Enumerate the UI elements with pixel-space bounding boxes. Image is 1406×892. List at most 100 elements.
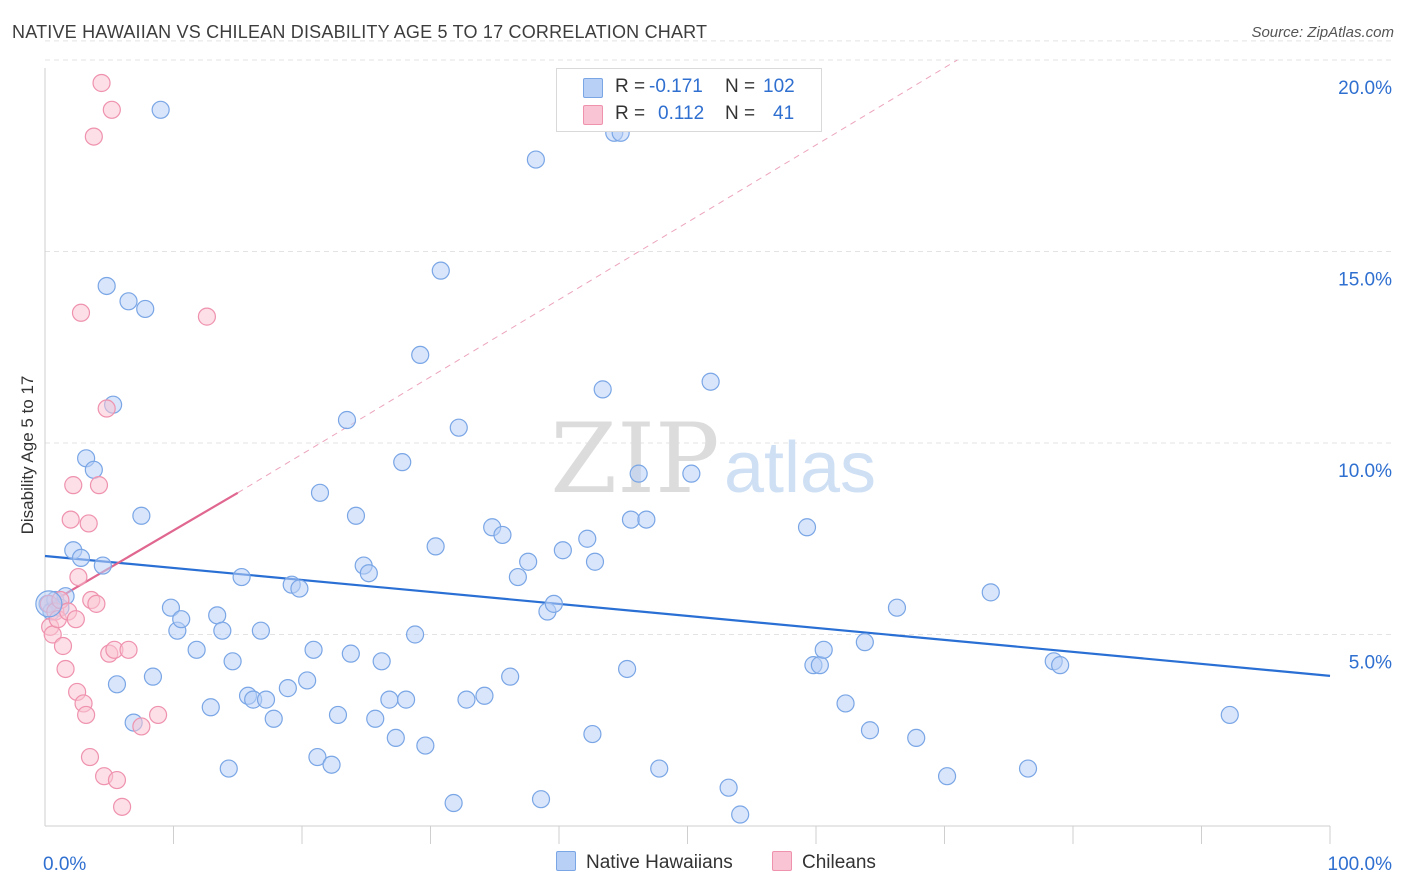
point-native-hawaiians: [219, 759, 238, 778]
point-native-hawaiians: [97, 276, 116, 296]
point-native-hawaiians: [431, 261, 450, 280]
point-chileans: [197, 307, 217, 326]
legend-swatch-blue: [583, 78, 603, 98]
point-native-hawaiians: [346, 506, 366, 525]
legend-row-chileans: R = 0.112 N = 41: [557, 100, 821, 128]
legend-swatch-blue: [556, 851, 576, 871]
point-native-hawaiians: [1051, 656, 1070, 675]
point-chileans: [148, 705, 168, 725]
point-native-hawaiians: [508, 567, 527, 587]
point-native-hawaiians: [701, 372, 720, 391]
point-native-hawaiians: [449, 418, 468, 437]
point-chileans: [56, 659, 75, 679]
point-native-hawaiians: [416, 736, 435, 755]
point-chileans: [79, 514, 98, 533]
point-native-hawaiians: [172, 610, 191, 629]
point-native-hawaiians: [855, 633, 874, 652]
point-chileans: [97, 399, 116, 418]
data-points: [35, 73, 1239, 824]
point-native-hawaiians: [621, 510, 641, 529]
trendline-chileans: [44, 491, 239, 607]
point-chileans: [71, 303, 91, 322]
point-chileans: [64, 476, 83, 495]
x-tick-label: 0.0%: [43, 854, 86, 875]
point-native-hawaiians: [290, 579, 309, 598]
point-chileans: [87, 594, 106, 613]
point-native-hawaiians: [1018, 759, 1038, 778]
point-native-hawaiians: [1220, 705, 1239, 725]
point-native-hawaiians: [372, 652, 391, 671]
legend-r-label: R =: [615, 103, 646, 124]
y-tick-label: 5.0%: [1349, 653, 1392, 674]
legend-n-label: N =: [725, 76, 756, 97]
point-native-hawaiians: [814, 640, 833, 659]
legend-label: Chileans: [802, 852, 876, 873]
y-tick-label: 15.0%: [1338, 270, 1392, 291]
correlation-legend: R = -0.171 N = 102 R = 0.112 N = 41: [556, 68, 822, 132]
point-native-hawaiians: [405, 625, 425, 644]
legend-item-chileans: Chileans: [772, 851, 876, 874]
point-native-hawaiians: [223, 652, 242, 671]
y-tick-label: 10.0%: [1338, 461, 1392, 482]
point-native-hawaiians: [151, 100, 170, 119]
point-native-hawaiians: [493, 525, 512, 545]
point-chileans: [77, 705, 96, 725]
point-native-hawaiians: [35, 590, 63, 618]
point-native-hawaiians: [519, 552, 538, 571]
legend-r-value: -0.171: [649, 76, 703, 97]
point-native-hawaiians: [393, 453, 412, 472]
point-chileans: [112, 797, 132, 816]
point-native-hawaiians: [578, 529, 597, 548]
point-native-hawaiians: [310, 483, 330, 502]
point-native-hawaiians: [201, 698, 220, 717]
point-native-hawaiians: [380, 690, 399, 709]
point-chileans: [84, 127, 103, 146]
legend-r-value: 0.112: [658, 103, 705, 124]
point-native-hawaiians: [544, 594, 563, 613]
point-chileans: [119, 640, 138, 659]
chart-title: NATIVE HAWAIIAN VS CHILEAN DISABILITY AG…: [12, 22, 708, 42]
point-native-hawaiians: [71, 548, 91, 568]
point-chileans: [61, 510, 80, 529]
point-native-hawaiians: [308, 747, 327, 767]
point-native-hawaiians: [719, 778, 738, 797]
point-native-hawaiians: [119, 292, 138, 311]
legend-row-native-hawaiians: R = -0.171 N = 102: [557, 73, 821, 101]
point-native-hawaiians: [457, 690, 476, 709]
point-native-hawaiians: [386, 728, 405, 748]
point-native-hawaiians: [907, 728, 926, 748]
point-native-hawaiians: [322, 755, 341, 774]
point-chileans: [92, 73, 111, 93]
legend-label: Native Hawaiians: [586, 852, 733, 873]
point-native-hawaiians: [585, 552, 605, 571]
point-native-hawaiians: [136, 299, 155, 319]
point-native-hawaiians: [531, 790, 551, 809]
point-native-hawaiians: [264, 709, 283, 728]
point-native-hawaiians: [132, 506, 151, 525]
point-native-hawaiians: [583, 724, 602, 744]
tick-labels: 5.0% 10.0% 15.0% 20.0% 0.0% 100.0%: [43, 78, 1392, 875]
y-tick-label: 20.0%: [1338, 78, 1392, 99]
source-label: Source: ZipAtlas.com: [1251, 24, 1394, 41]
point-native-hawaiians: [836, 694, 855, 713]
legend-n-value: 102: [763, 76, 795, 97]
point-native-hawaiians: [93, 556, 112, 575]
point-native-hawaiians: [298, 671, 317, 690]
point-native-hawaiians: [232, 567, 251, 587]
point-chileans: [102, 100, 121, 119]
point-native-hawaiians: [359, 564, 378, 583]
point-native-hawaiians: [213, 621, 232, 640]
point-native-hawaiians: [251, 621, 270, 640]
point-chileans: [107, 770, 127, 790]
trendlines: [44, 59, 1331, 677]
point-native-hawaiians: [256, 690, 276, 709]
point-native-hawaiians: [366, 709, 385, 728]
legend-n-value: 41: [773, 103, 795, 124]
point-native-hawaiians: [981, 583, 1000, 602]
legend-item-native-hawaiians: Native Hawaiians: [556, 851, 733, 874]
point-chileans: [89, 476, 109, 495]
point-native-hawaiians: [553, 541, 572, 560]
point-native-hawaiians: [208, 606, 227, 625]
axes: [44, 68, 1331, 844]
point-native-hawaiians: [526, 150, 545, 169]
